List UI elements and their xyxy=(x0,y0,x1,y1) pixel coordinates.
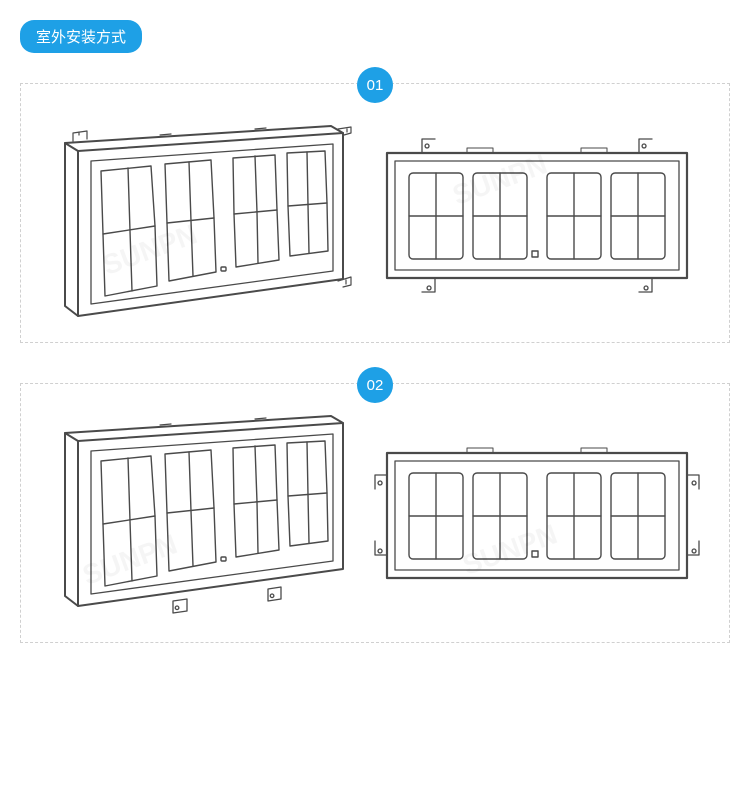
display-front-01 xyxy=(367,133,707,298)
diagram-box-02: SUNPN SUNPN xyxy=(20,383,730,643)
display-perspective-01 xyxy=(43,111,363,321)
badge-01: 01 xyxy=(357,67,393,103)
badge-02: 02 xyxy=(357,367,393,403)
section-02: 02 SUNPN SUNPN xyxy=(20,383,730,643)
display-front-02 xyxy=(367,433,707,598)
display-perspective-02 xyxy=(43,401,363,631)
section-01: 01 SUNPN SUNPN xyxy=(20,83,730,343)
section-title: 室外安装方式 xyxy=(20,20,142,53)
diagram-box-01: SUNPN SUNPN xyxy=(20,83,730,343)
